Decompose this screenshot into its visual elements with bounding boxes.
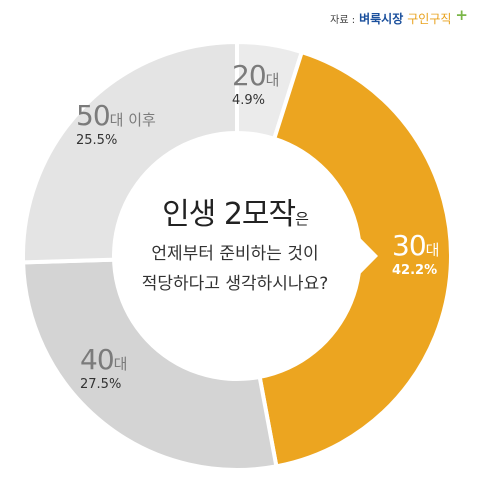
category-unit: 대 이후 bbox=[109, 111, 156, 129]
category-label: 50 bbox=[76, 99, 111, 132]
slice-label-20s: 20대 4.9% bbox=[232, 59, 280, 108]
brand-service: 구인구직 bbox=[407, 12, 452, 26]
slice-label-50s: 50대 이후 25.5% bbox=[76, 99, 156, 148]
center-question: 인생 2모작은 언제부터 준비하는 것이 적당하다고 생각하시나요? bbox=[100, 195, 370, 299]
center-circle bbox=[112, 131, 379, 382]
value-label: 42.2% bbox=[392, 263, 438, 278]
title-main: 인생 2모작은 bbox=[162, 197, 309, 232]
center-bubble bbox=[112, 131, 379, 382]
subtitle-line-2: 적당하다고 생각하시나요? bbox=[141, 274, 329, 294]
slice-label-40s: 40대 27.5% bbox=[80, 343, 128, 392]
value-label: 27.5% bbox=[80, 377, 122, 392]
value-label: 4.9% bbox=[232, 93, 266, 108]
plus-logo-icon: + bbox=[455, 5, 468, 24]
chart-title: 인생 2모작은 bbox=[100, 195, 370, 239]
source-label: 자료 : bbox=[330, 15, 356, 26]
title-suffix: 은 bbox=[295, 210, 309, 228]
category-label: 30 bbox=[392, 229, 427, 262]
value-label: 25.5% bbox=[76, 133, 118, 148]
slice-label-30s: 30대 42.2% bbox=[392, 229, 440, 278]
category-unit: 대 bbox=[425, 241, 440, 259]
category-label: 40 bbox=[80, 343, 115, 376]
brand-name: 벼룩시장 bbox=[359, 12, 404, 26]
category-label: 20 bbox=[232, 59, 267, 92]
source-credit: 자료 : 벼룩시장 구인구직 + bbox=[330, 5, 468, 27]
category-unit: 대 bbox=[113, 355, 128, 373]
subtitle-line-1: 언제부터 준비하는 것이 bbox=[151, 244, 319, 264]
category-unit: 대 bbox=[265, 71, 280, 89]
